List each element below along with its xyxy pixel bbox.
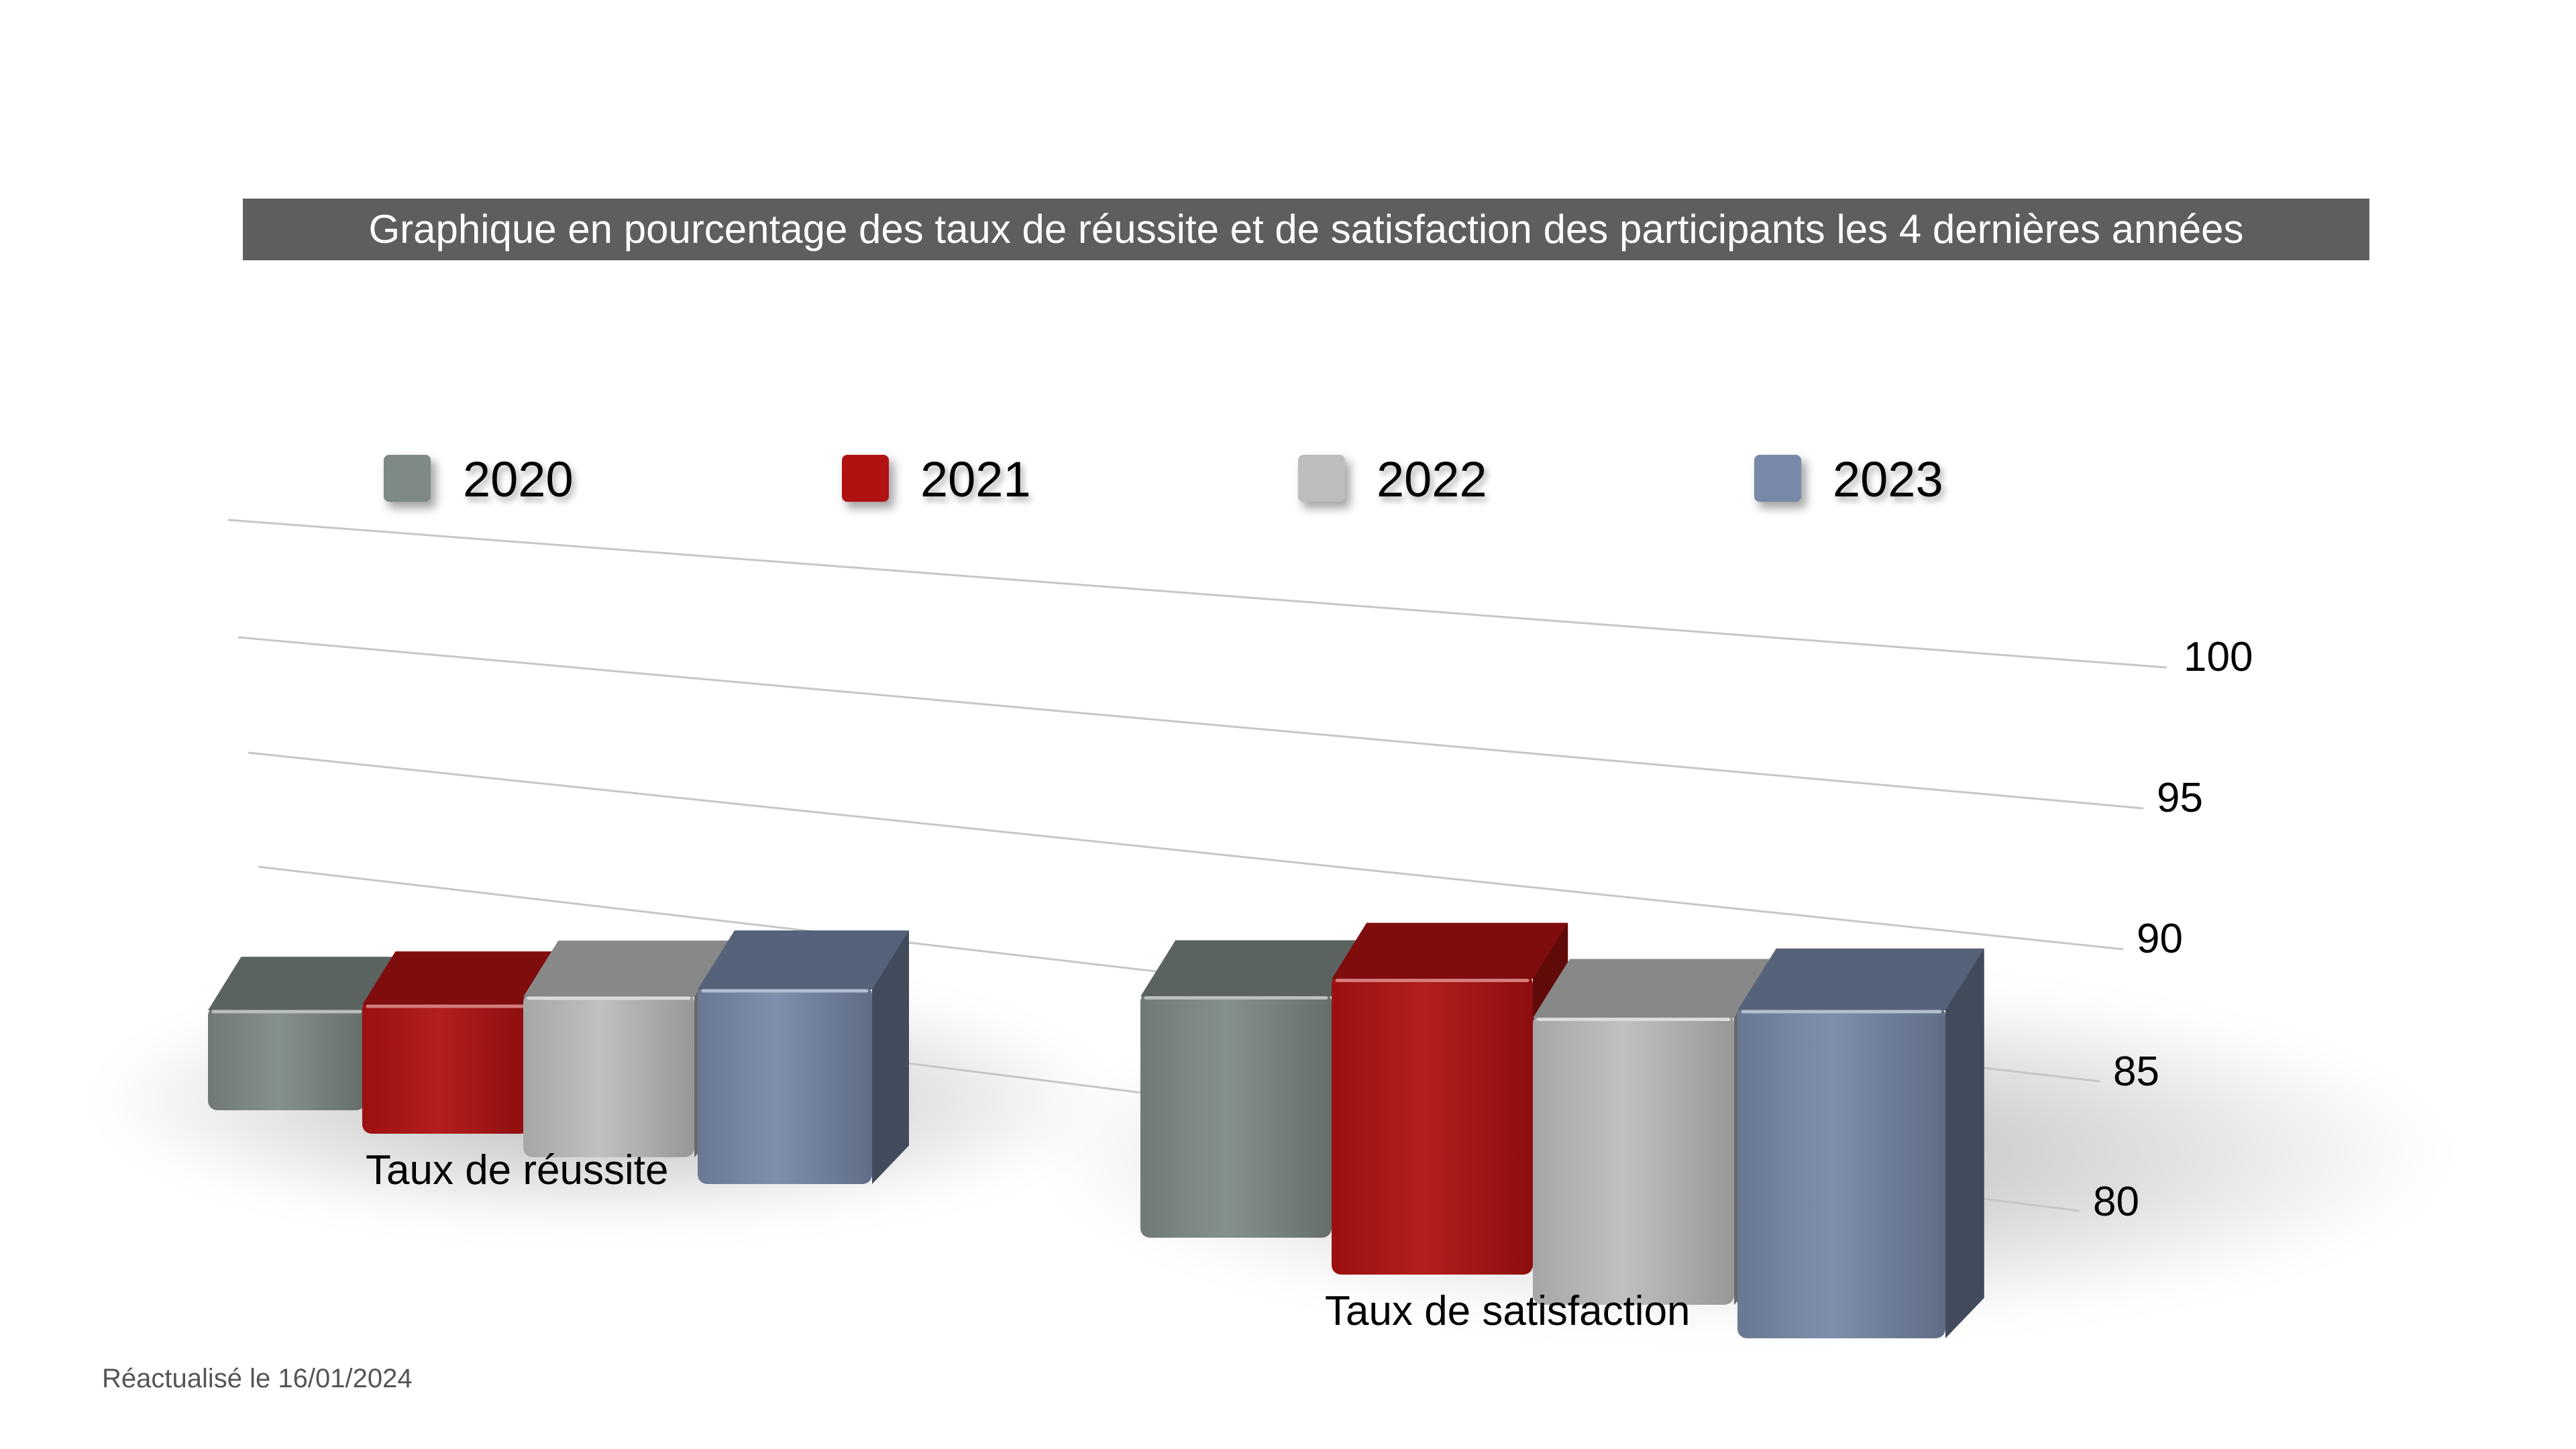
legend-label-shadow: 2020	[466, 455, 576, 511]
bar-top-face	[1332, 922, 1568, 979]
bar-front-face	[523, 993, 694, 1157]
bar-top-face	[1737, 948, 1984, 1010]
bar-front-face	[362, 1001, 530, 1134]
bar-2022-satisfaction	[1533, 959, 1771, 1305]
bar-2023-reussite	[698, 930, 909, 1184]
legend-swatch	[842, 455, 889, 502]
legend-label-shadow: 2023	[1835, 455, 1946, 511]
y-tick-90: 90	[2137, 916, 2183, 962]
gridline-95	[237, 636, 2144, 810]
bar-top-face	[362, 951, 564, 1005]
y-tick-80: 80	[2093, 1179, 2139, 1225]
category-label-satisfaction: Taux de satisfaction	[1325, 1288, 1690, 1334]
bar-front-face	[1332, 975, 1533, 1275]
y-tick-95: 95	[2157, 775, 2203, 821]
gridline-90	[248, 751, 2124, 951]
legend-swatch	[1754, 455, 1801, 502]
legend-swatch	[1298, 455, 1345, 502]
legend-label: 2020	[463, 451, 574, 507]
bar-front-face	[1533, 1014, 1734, 1305]
bar-front-face	[1737, 1006, 1945, 1338]
chart-title-text: Graphique en pourcentage des taux de réu…	[368, 207, 2243, 252]
bar-2021-satisfaction	[1332, 922, 1568, 1275]
bar-2023-satisfaction	[1737, 948, 1984, 1338]
chart-title: Graphique en pourcentage des taux de réu…	[243, 199, 2369, 260]
bar-front-face	[208, 1006, 366, 1110]
chart-title-box	[243, 199, 2369, 260]
bars	[208, 922, 1984, 1338]
legend-label-shadow: 2021	[923, 455, 1034, 511]
bar-front-face	[698, 985, 872, 1184]
category-label-reussite: Taux de réussite	[366, 1147, 668, 1193]
y-tick-labels: 100 95 90 85 80	[2093, 634, 2253, 1225]
bar-top-face	[208, 957, 399, 1010]
legend-label: 2021	[920, 451, 1031, 507]
updated-note: Réactualisé le 16/01/2024	[102, 1364, 413, 1393]
y-tick-85: 85	[2113, 1049, 2159, 1095]
legend-label-shadow: 2022	[1379, 455, 1490, 511]
bar-front-face	[1140, 992, 1332, 1238]
bar-top-face	[1140, 940, 1367, 997]
legend-swatch	[384, 455, 431, 502]
y-tick-100: 100	[2184, 634, 2253, 680]
bar-side-face	[1945, 948, 1984, 1338]
bar-top-face	[1533, 959, 1771, 1018]
legend-label: 2023	[1833, 451, 1943, 507]
category-labels: Taux de réussite Taux de satisfaction	[366, 1147, 1690, 1334]
gridline-100	[227, 519, 2167, 669]
bar-top-face	[698, 930, 909, 989]
bar-top-face	[523, 941, 730, 997]
legend-label: 2022	[1377, 451, 1487, 507]
bar-side-face	[872, 930, 909, 1184]
